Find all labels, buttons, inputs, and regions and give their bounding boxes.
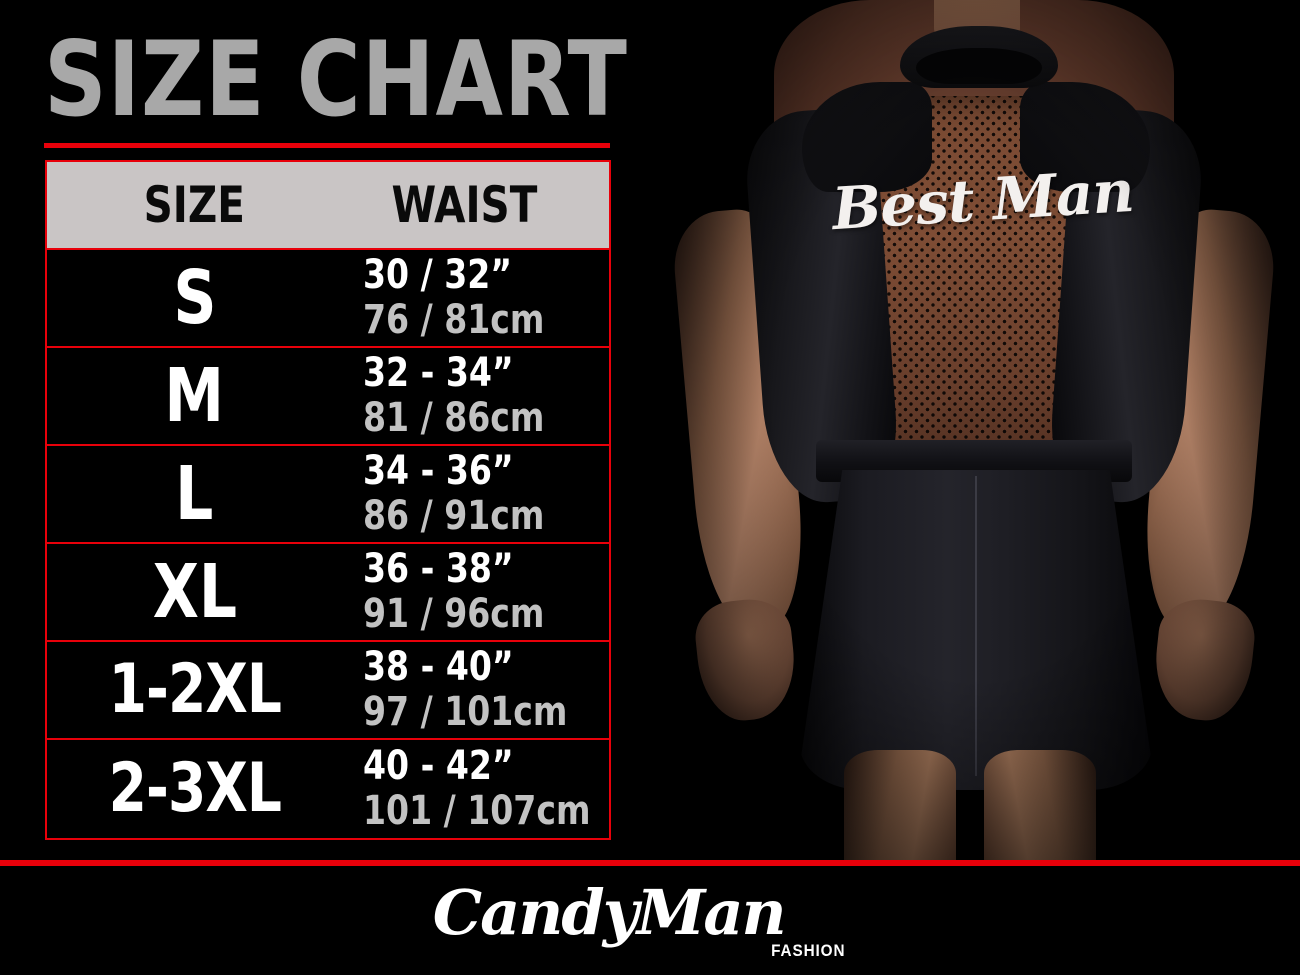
waist-cell: 30 / 32” 76 / 81cm	[348, 250, 609, 346]
product-photo: Best Man	[648, 0, 1300, 862]
table-row: M 32 - 34” 81 / 86cm	[47, 348, 609, 446]
waist-cell: 36 - 38” 91 / 96cm	[348, 544, 609, 640]
column-header-waist-cell: WAIST	[348, 162, 609, 248]
waist-cell: 40 - 42” 101 / 107cm	[348, 740, 610, 838]
model-left-thigh	[844, 750, 956, 862]
size-label: XL	[152, 549, 237, 635]
waist-centimeters: 81 / 86cm	[363, 395, 545, 441]
waist-cell: 34 - 36” 86 / 91cm	[348, 446, 609, 542]
footer: CandyManFASHION	[0, 866, 1300, 975]
table-header-row: SIZE WAIST	[47, 162, 609, 250]
size-cell: S	[47, 250, 348, 346]
table-row: S 30 / 32” 76 / 81cm	[47, 250, 609, 348]
waist-cell: 32 - 34” 81 / 86cm	[348, 348, 609, 444]
model-left-hand	[691, 595, 801, 725]
size-cell: 2-3XL	[47, 740, 348, 838]
table-row: L 34 - 36” 86 / 91cm	[47, 446, 609, 544]
size-chart-table: SIZE WAIST S 30 / 32” 76 / 81cm M 32 - 3…	[45, 160, 611, 840]
garment-skirt-seam	[975, 476, 977, 776]
waist-centimeters: 97 / 101cm	[363, 689, 568, 735]
column-header-size: SIZE	[143, 176, 246, 234]
waist-inches: 32 - 34”	[363, 350, 514, 396]
size-cell: L	[47, 446, 348, 542]
waist-inches: 30 / 32”	[363, 252, 513, 298]
waist-inches: 40 - 42”	[363, 743, 514, 789]
waist-inches: 38 - 40”	[363, 644, 514, 690]
size-chart-panel: SIZE CHART SIZE WAIST S 30 / 32” 76 / 81…	[0, 0, 648, 862]
waist-inches: 34 - 36”	[363, 448, 514, 494]
waist-centimeters: 91 / 96cm	[363, 591, 545, 637]
model-right-hand	[1149, 595, 1259, 725]
footer-divider-rule	[0, 860, 1300, 866]
garment-collar-inner	[916, 48, 1042, 84]
size-cell: M	[47, 348, 348, 444]
brand-subtitle: FASHION	[770, 941, 846, 960]
waist-cell: 38 - 40” 97 / 101cm	[348, 642, 609, 738]
size-label: S	[172, 255, 217, 341]
waist-centimeters: 101 / 107cm	[363, 788, 591, 834]
table-row: 1-2XL 38 - 40” 97 / 101cm	[47, 642, 609, 740]
size-label: L	[175, 451, 214, 537]
waist-centimeters: 76 / 81cm	[363, 297, 545, 343]
waist-centimeters: 86 / 91cm	[363, 493, 545, 539]
table-row: XL 36 - 38” 91 / 96cm	[47, 544, 609, 642]
column-header-size-cell: SIZE	[47, 162, 348, 248]
size-label: 1-2XL	[108, 650, 281, 729]
brand-logo: CandyManFASHION	[0, 876, 1300, 961]
table-row: 2-3XL 40 - 42” 101 / 107cm	[47, 740, 609, 838]
size-cell: XL	[47, 544, 348, 640]
waist-inches: 36 - 38”	[363, 546, 514, 592]
size-label: M	[164, 353, 225, 439]
column-header-waist: WAIST	[391, 176, 538, 234]
size-cell: 1-2XL	[47, 642, 348, 738]
title-underline-rule	[44, 143, 610, 148]
model-right-thigh	[984, 750, 1096, 862]
brand-name: CandyMan	[432, 876, 787, 949]
page-title: SIZE CHART	[44, 20, 628, 140]
size-label: 2-3XL	[108, 749, 281, 828]
